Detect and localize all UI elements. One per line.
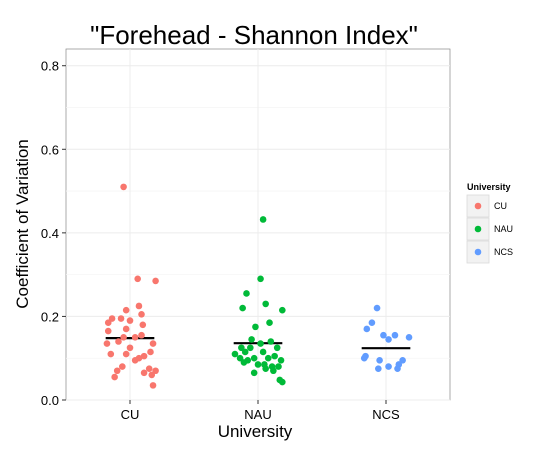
data-point-ncs: [375, 365, 382, 372]
data-point-nau: [275, 363, 282, 370]
x-axis-title: University: [218, 422, 293, 441]
data-point-nau: [279, 378, 286, 386]
data-point-nau: [243, 290, 250, 297]
data-point-ncs: [363, 325, 371, 333]
data-point-nau: [262, 365, 269, 372]
data-point-nau: [267, 338, 275, 345]
data-point-cu: [119, 363, 126, 370]
data-point-nau: [247, 344, 254, 352]
data-point-cu: [138, 331, 145, 339]
data-point-ncs: [391, 331, 399, 339]
data-point-cu: [115, 338, 122, 345]
data-point-cu: [131, 357, 139, 364]
data-point-ncs: [360, 354, 368, 362]
legend-swatch-ncs: [474, 248, 482, 256]
data-point-nau: [236, 354, 244, 362]
data-points: [103, 183, 413, 389]
legend-swatch-nau: [474, 225, 482, 233]
x-tick-label: CU: [121, 407, 140, 422]
legend-swatch-cu: [474, 202, 482, 210]
data-point-cu: [148, 371, 156, 379]
legend-label: CU: [494, 201, 507, 211]
data-point-nau: [270, 367, 277, 375]
data-point-cu: [120, 334, 127, 341]
data-point-cu: [140, 369, 148, 377]
data-point-cu: [113, 367, 121, 375]
data-point-cu: [145, 365, 153, 372]
data-point-nau: [250, 354, 258, 362]
data-point-nau: [252, 323, 259, 331]
data-point-nau: [257, 275, 264, 283]
data-point-nau: [257, 340, 264, 347]
data-point-cu: [117, 315, 125, 322]
data-point-ncs: [399, 357, 406, 364]
data-point-cu: [122, 325, 130, 333]
y-tick-label: 0.4: [41, 226, 59, 241]
data-point-nau: [273, 344, 281, 352]
data-point-nau: [262, 300, 269, 308]
data-point-nau: [239, 304, 246, 312]
legend-label: NCS: [494, 247, 513, 257]
x-tick-label: NAU: [244, 407, 271, 422]
data-point-nau: [231, 350, 239, 358]
data-point-nau: [266, 319, 273, 326]
data-point-nau: [259, 216, 267, 223]
data-point-nau: [241, 348, 249, 356]
data-point-cu: [152, 277, 159, 285]
x-tick-label: NCS: [372, 407, 400, 422]
data-point-ncs: [376, 357, 383, 364]
data-point-nau: [259, 348, 267, 356]
data-point-cu: [122, 350, 130, 358]
data-point-cu: [139, 321, 147, 329]
data-point-cu: [126, 317, 134, 324]
data-point-cu: [122, 306, 130, 314]
data-point-nau: [271, 352, 278, 360]
data-point-cu: [152, 367, 159, 375]
data-point-nau: [254, 361, 262, 368]
data-point-ncs: [380, 331, 387, 339]
y-tick-label: 0.8: [41, 59, 59, 74]
data-point-cu: [135, 302, 143, 310]
data-point-nau: [238, 344, 245, 352]
data-point-cu: [126, 344, 134, 352]
data-point-cu: [138, 311, 145, 318]
data-point-cu: [147, 348, 154, 356]
y-tick-label: 0.2: [41, 309, 59, 324]
data-point-ncs: [385, 336, 392, 343]
data-point-ncs: [368, 319, 376, 326]
y-axis-title: Coefficient of Variation: [13, 139, 32, 308]
data-point-cu: [120, 183, 127, 191]
data-point-cu: [111, 373, 118, 381]
data-point-cu: [149, 382, 157, 389]
x-axis: CU NAU NCS: [121, 400, 400, 422]
data-point-nau: [277, 357, 285, 364]
data-point-cu: [131, 334, 139, 341]
data-point-cu: [107, 350, 115, 358]
data-point-nau: [248, 336, 255, 343]
data-point-nau: [240, 359, 248, 366]
y-tick-label: 0.6: [41, 142, 59, 157]
legend: University CU NAU NCS: [466, 182, 513, 264]
data-point-cu: [103, 340, 111, 347]
data-point-cu: [149, 340, 157, 347]
chart-title: "Forehead - Shannon Index": [90, 20, 418, 50]
data-point-cu: [104, 327, 112, 335]
legend-title: University: [467, 182, 511, 192]
data-point-nau: [264, 354, 272, 362]
y-axis: 0.0 0.2 0.4 0.6 0.8: [41, 59, 66, 408]
data-point-ncs: [385, 363, 392, 370]
data-point-cu: [108, 315, 116, 322]
data-point-nau: [250, 369, 258, 377]
data-point-cu: [140, 352, 148, 360]
y-tick-label: 0.0: [41, 393, 59, 408]
data-point-nau: [279, 306, 286, 314]
data-point-ncs: [405, 334, 413, 341]
data-point-ncs: [373, 304, 381, 312]
legend-label: NAU: [494, 224, 513, 234]
data-point-cu: [104, 319, 112, 326]
data-point-ncs: [394, 365, 401, 372]
data-point-cu: [134, 275, 141, 283]
